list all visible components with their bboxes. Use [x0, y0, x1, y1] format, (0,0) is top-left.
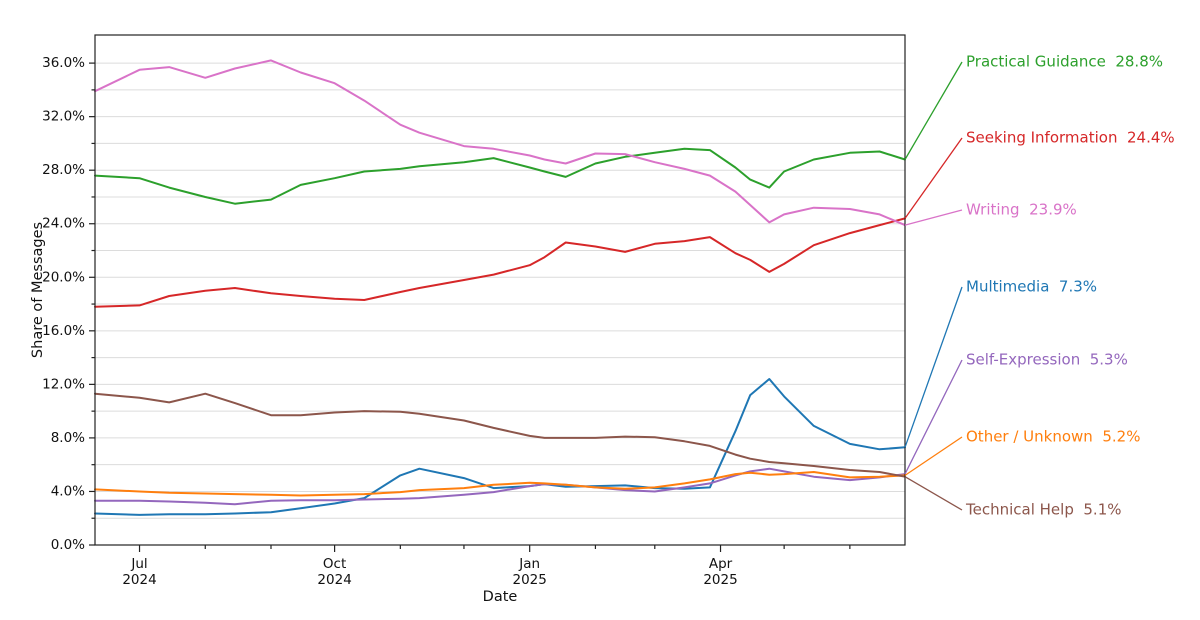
leader-line-other-unknown [904, 436, 963, 476]
y-tick-label: 0.0% [51, 537, 85, 553]
y-tick-label: 28.0% [42, 162, 85, 178]
leader-line-multimedia [904, 286, 963, 448]
x-tick-label: Oct [323, 556, 346, 572]
y-tick-label: 32.0% [42, 109, 85, 125]
legend-label-technical-help: Technical Help 5.1% [966, 500, 1122, 519]
y-tick-label: 24.0% [42, 216, 85, 232]
leader-line-self-expression [904, 359, 963, 475]
y-tick-label: 12.0% [42, 376, 85, 392]
leader-lines [904, 61, 963, 511]
series-lines [94, 59, 906, 516]
x-tick-label: 2025 [703, 572, 737, 588]
y-axis-title: Share of Messages [30, 221, 46, 359]
y-axis-ticks: 0.0% 4.0% 8.0% 12.0% 16.0% 20.0% 24.0% 28.0% 32.… [42, 55, 95, 553]
series-line-technical-help [94, 392, 906, 478]
leader-line-writing [904, 209, 963, 226]
leader-line-practical-guidance [904, 61, 963, 160]
y-tick-label: 36.0% [42, 55, 85, 71]
y-tick-label: 16.0% [42, 323, 85, 339]
x-tick-label: Apr [709, 556, 733, 572]
x-tick-label: 2024 [122, 572, 156, 588]
leader-line-technical-help [904, 476, 963, 511]
legend-label-seeking-information: Seeking Information 24.4% [966, 128, 1175, 147]
x-tick-label: Jul [130, 556, 147, 572]
x-tick-label: Jan [518, 556, 540, 572]
x-axis-title: Date [482, 589, 518, 605]
x-tick-label: 2024 [317, 572, 351, 588]
legend-label-self-expression: Self-Expression 5.3% [966, 350, 1128, 369]
y-tick-label: 8.0% [51, 430, 85, 446]
series-line-other-unknown [94, 471, 906, 497]
series-line-writing [94, 59, 906, 227]
legend-label-other-unknown: Other / Unknown 5.2% [966, 427, 1141, 446]
leader-line-seeking-information [904, 137, 963, 219]
x-tick-label: 2025 [513, 572, 547, 588]
y-tick-label: 20.0% [42, 269, 85, 285]
series-line-seeking-information [94, 217, 906, 308]
series-line-practical-guidance [94, 147, 906, 205]
legend-label-practical-guidance: Practical Guidance 28.8% [966, 52, 1163, 71]
plot-border [94, 34, 906, 546]
gridlines [95, 62, 905, 519]
legend-label-multimedia: Multimedia 7.3% [966, 277, 1098, 296]
y-tick-label: 4.0% [51, 483, 85, 499]
legend-label-writing: Writing 23.9% [966, 200, 1077, 219]
